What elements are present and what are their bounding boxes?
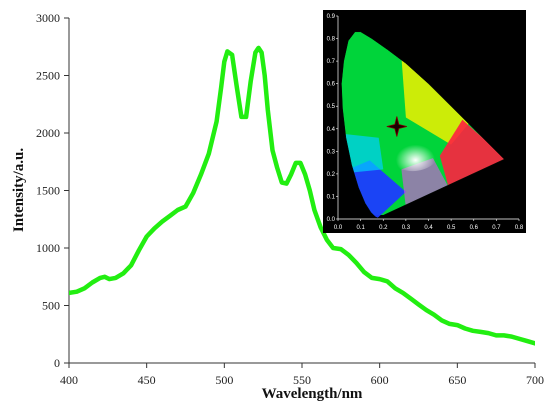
cie-y-tick-label: 0.6 — [327, 82, 336, 88]
x-tick-label: 650 — [448, 373, 466, 387]
x-tick-label: 400 — [60, 373, 78, 387]
cie-x-tick-label: 0.5 — [447, 225, 456, 231]
cie-inset: 0.0 0.1 0.2 0.3 0.4 0.5 0.6 0.7 0.8 0.0 0.1 0.2 0.3… — [323, 10, 526, 233]
cie-x-tick-label: 0.0 — [334, 225, 343, 231]
x-tick-label: 600 — [371, 373, 389, 387]
cie-x-tick-label: 0.4 — [424, 225, 433, 231]
cie-y-tick-label: 0.9 — [327, 14, 336, 20]
y-axis-title: Intensity/a.u. — [11, 148, 27, 232]
cie-x-tick-label: 0.7 — [492, 225, 501, 231]
cie-x-axis-ticks: 0.0 0.1 0.2 0.3 0.4 0.5 0.6 0.7 0.8 — [334, 219, 524, 231]
cie-y-tick-label: 0.7 — [327, 59, 336, 65]
cie-x-tick-label: 0.1 — [356, 225, 365, 231]
y-tick-label: 2000 — [36, 126, 60, 140]
cie-y-tick-label: 0.3 — [327, 149, 336, 155]
main-axes: 400 450 500 550 600 650 700 0 500 1000 1500 2000 25… — [36, 11, 544, 387]
cie-y-tick-label: 0.4 — [327, 127, 336, 133]
x-axis-title: Wavelength/nm — [262, 386, 363, 402]
cie-x-tick-label: 0.3 — [402, 225, 411, 231]
cie-y-tick-label: 0.0 — [327, 217, 336, 223]
x-tick-label: 500 — [215, 373, 233, 387]
y-tick-label: 0 — [54, 356, 60, 370]
y-tick-label: 3000 — [36, 11, 60, 25]
cie-y-tick-label: 0.2 — [327, 172, 336, 178]
x-tick-label: 450 — [138, 373, 156, 387]
cie-x-tick-label: 0.8 — [515, 225, 524, 231]
y-axis-ticks: 0 500 1000 1500 2000 2500 3000 — [36, 11, 69, 370]
y-tick-label: 1500 — [36, 184, 60, 198]
chromaticity-point — [386, 116, 407, 137]
chromaticity-point-marker — [386, 116, 407, 137]
cie-y-tick-label: 0.8 — [327, 37, 336, 43]
cie-x-tick-label: 0.2 — [379, 225, 388, 231]
y-tick-label: 500 — [42, 299, 60, 313]
spectrum-series-line — [69, 45, 535, 346]
cie-y-tick-label: 0.5 — [327, 104, 336, 110]
cie-y-axis-ticks: 0.0 0.1 0.2 0.3 0.4 0.5 0.6 0.7 0.8 0.9 — [327, 14, 338, 223]
x-tick-label: 700 — [526, 373, 544, 387]
x-tick-label: 550 — [293, 373, 311, 387]
y-tick-label: 2500 — [36, 69, 60, 83]
x-axis-ticks: 400 450 500 550 600 650 700 — [60, 363, 544, 387]
cie-x-tick-label: 0.6 — [470, 225, 479, 231]
y-tick-label: 1000 — [36, 241, 60, 255]
cie-y-tick-label: 0.1 — [327, 194, 336, 200]
cie-locus-outline — [341, 31, 505, 219]
